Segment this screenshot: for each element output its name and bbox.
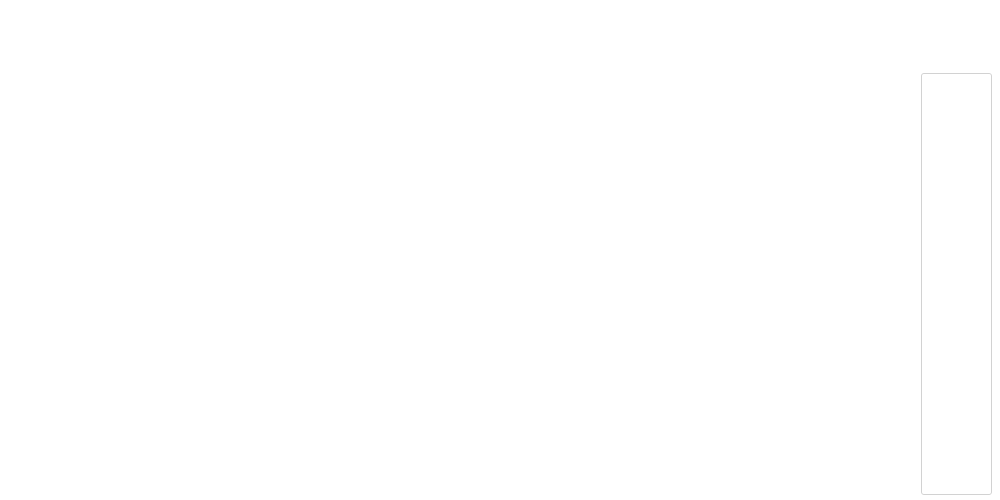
legend-box <box>921 73 992 495</box>
